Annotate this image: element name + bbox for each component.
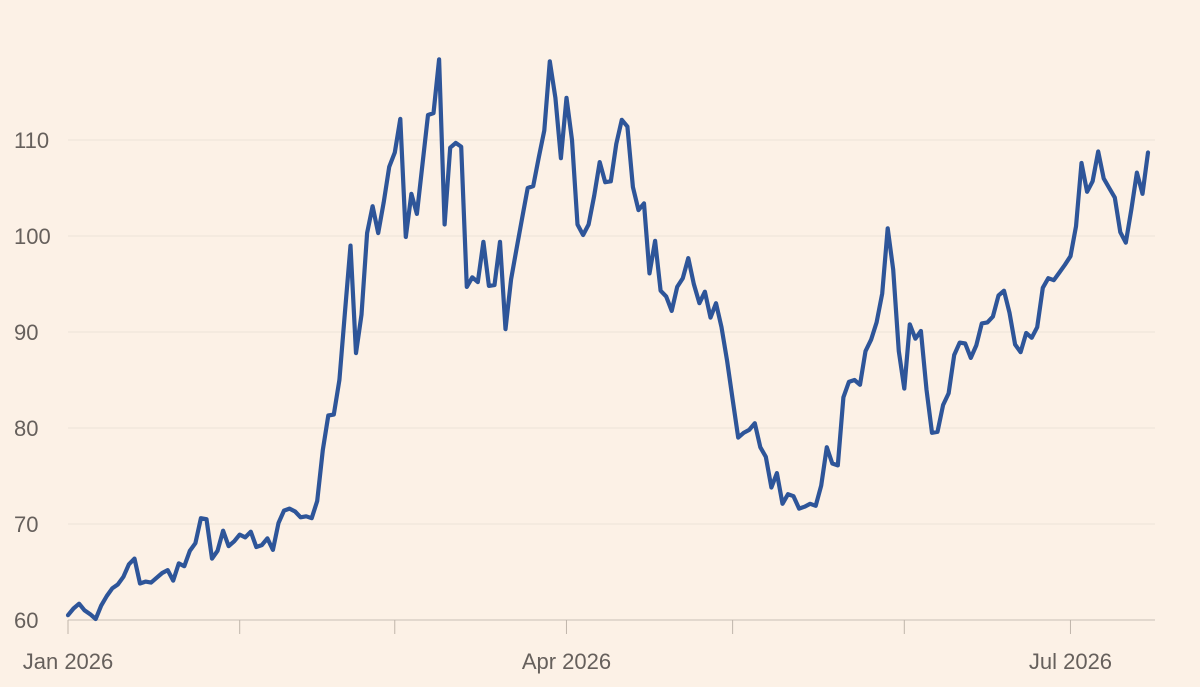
y-tick-label-70: 70 [14, 512, 38, 537]
series [65, 57, 1151, 622]
x-tick-label-2026-01-01: Jan 2026 [23, 649, 114, 674]
y-tick-label-90: 90 [14, 320, 38, 345]
grid [68, 139, 1155, 525]
x-tick-label-2026-04-01: Apr 2026 [522, 649, 611, 674]
y-tick-label-60: 60 [14, 608, 38, 633]
series-line-0 [65, 57, 1151, 622]
y-tick-label-100: 100 [14, 224, 51, 249]
x-tick-label-2026-07-01: Jul 2026 [1029, 649, 1112, 674]
y-tick-label-110: 110 [14, 128, 49, 153]
x-axis [67, 619, 1155, 634]
y-tick-label-80: 80 [14, 416, 38, 441]
axis-labels: 60 70 80 90 100 110 Jan 2026 Apr 2026 Jul 2026 [14, 128, 1112, 674]
